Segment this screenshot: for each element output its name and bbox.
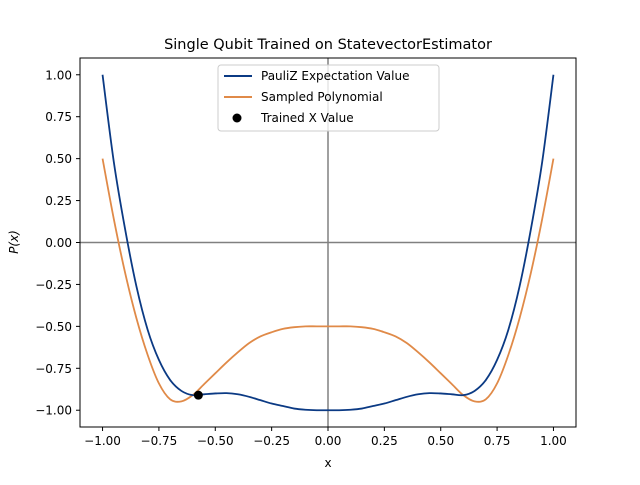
legend-label-sampled-polynomial: Sampled Polynomial	[261, 90, 383, 104]
y-tick-label: −0.50	[35, 320, 72, 334]
x-tick-label: −0.25	[253, 434, 290, 448]
ticks: −1.00 −0.75 −0.50 −0.25 0.00 0.25 0.50 0.75 1.00…	[35, 68, 567, 448]
x-axis-label: x	[324, 456, 331, 470]
series-line-pauliz	[101, 74, 555, 412]
y-axis-label: P(x)	[7, 230, 21, 254]
y-tick-label: 0.25	[45, 194, 72, 208]
y-tick-label: −0.25	[35, 278, 72, 292]
x-tick-label: 0.00	[315, 434, 342, 448]
y-tick-label: 0.00	[45, 236, 72, 250]
series-line-sampled-polynomial	[101, 158, 555, 403]
x-tick-label: −0.75	[141, 434, 178, 448]
chart-title: Single Qubit Trained on StatevectorEstim…	[164, 37, 492, 53]
legend-box	[217, 64, 440, 132]
legend-label-pauliz: PauliZ Expectation Value	[261, 69, 409, 83]
legend-swatch-trained-x	[232, 113, 242, 123]
x-tick-label: 1.00	[540, 434, 567, 448]
y-tick-label: 0.75	[45, 110, 72, 124]
x-tick-label: −1.00	[84, 434, 121, 448]
trained-x-point	[193, 390, 203, 400]
legend: PauliZ Expectation Value Sampled Polynom…	[217, 64, 440, 132]
y-tick-label: −1.00	[35, 404, 72, 418]
y-tick-label: 1.00	[45, 68, 72, 82]
x-tick-label: 0.25	[371, 434, 398, 448]
x-tick-label: −0.50	[197, 434, 234, 448]
legend-label-trained-x: Trained X Value	[260, 111, 354, 125]
x-tick-label: 0.75	[484, 434, 511, 448]
x-tick-label: 0.50	[427, 434, 454, 448]
y-tick-label: 0.50	[45, 152, 72, 166]
y-tick-label: −0.75	[35, 362, 72, 376]
